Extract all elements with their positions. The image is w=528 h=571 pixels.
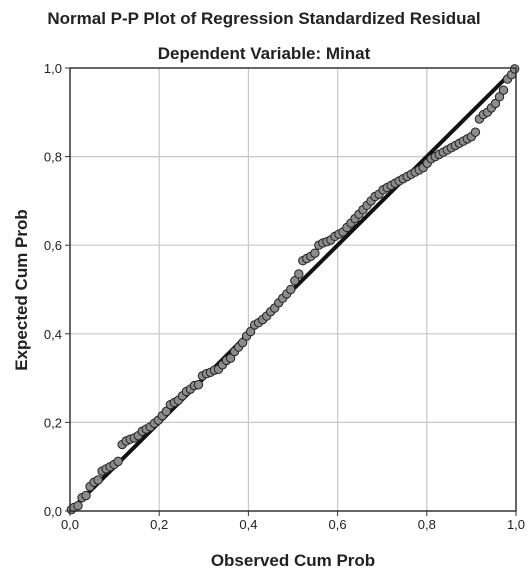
data-point (470, 127, 481, 137)
data-point (290, 275, 300, 286)
x-tick-label: 0,4 (239, 517, 257, 532)
data-point (161, 406, 172, 417)
data-point (509, 64, 520, 74)
x-tick-label: 0,2 (150, 517, 168, 532)
data-point (193, 380, 204, 390)
data-point (225, 353, 236, 363)
data-points (66, 64, 520, 515)
chart-title: Normal P-P Plot of Regression Standardiz… (47, 9, 480, 28)
y-tick-label: 0,6 (44, 238, 62, 253)
data-point (237, 337, 248, 348)
y-axis-label: Expected Cum Prob (12, 209, 31, 371)
y-tick-label: 0,8 (44, 150, 62, 165)
data-point (73, 500, 83, 511)
x-tick-label: 1,0 (507, 517, 525, 532)
data-point (310, 248, 320, 258)
x-tick-label: 0,8 (418, 517, 436, 532)
data-point (494, 92, 505, 102)
y-axis-ticks: 0,0 0,2 0,4 0,6 0,8 1,0 (44, 61, 70, 519)
y-tick-label: 0,4 (44, 327, 62, 342)
data-point (294, 269, 304, 279)
grid (70, 68, 516, 511)
chart-subtitle: Dependent Variable: Minat (158, 44, 371, 63)
data-point (113, 456, 123, 467)
y-tick-label: 1,0 (44, 61, 62, 76)
data-point (498, 85, 509, 95)
y-tick-label: 0,2 (44, 415, 62, 430)
plot-area (66, 64, 520, 515)
x-axis-ticks: 0,0 0,2 0,4 0,6 0,8 1,0 (61, 511, 525, 532)
x-tick-label: 0,0 (61, 517, 79, 532)
y-tick-label: 0,0 (44, 504, 62, 519)
data-point (93, 475, 103, 485)
data-point (81, 490, 91, 501)
data-point (490, 98, 501, 109)
x-tick-label: 0,6 (329, 517, 347, 532)
plot-frame (69, 67, 517, 512)
data-point (245, 326, 256, 337)
data-point (286, 284, 296, 295)
x-axis-label: Observed Cum Prob (211, 551, 375, 570)
